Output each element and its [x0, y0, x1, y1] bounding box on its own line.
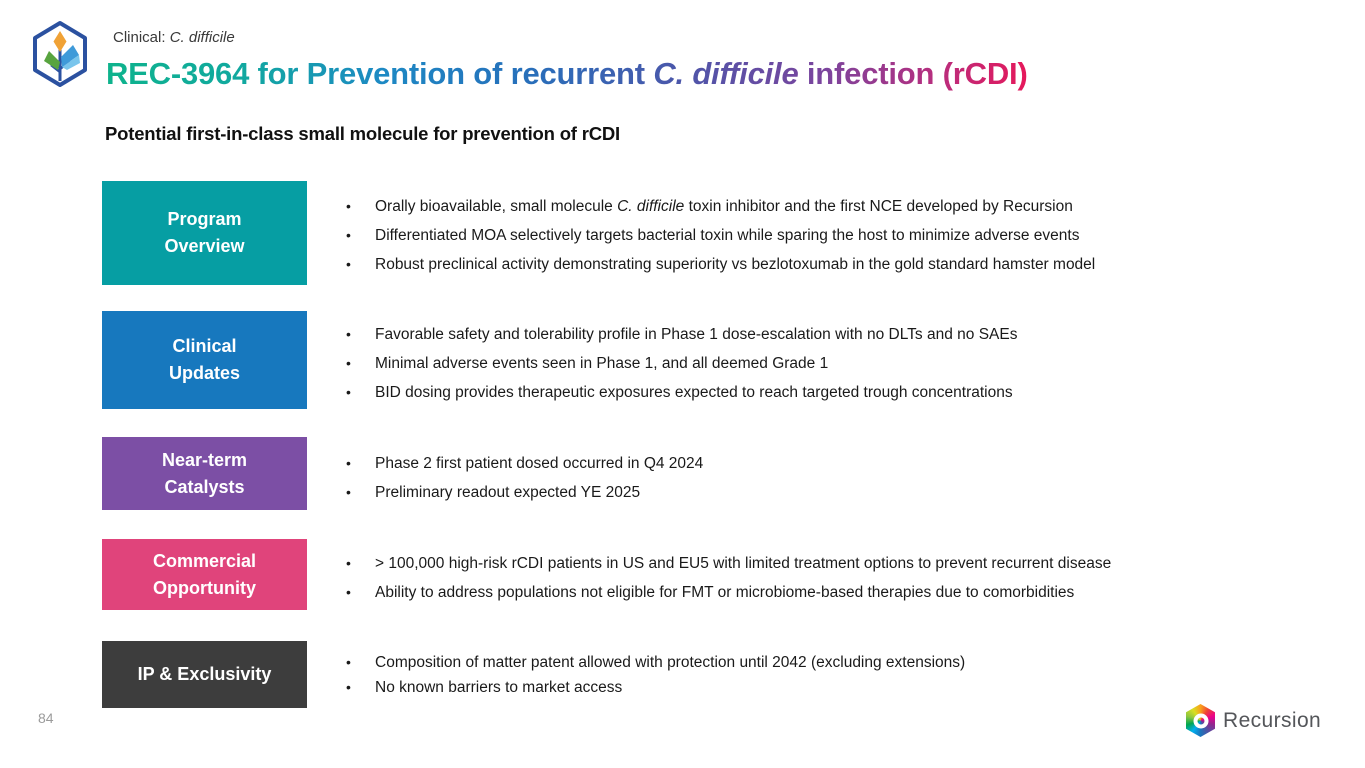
title-part1: REC-3964 for Prevention of recurrent — [106, 56, 654, 91]
bullet-item: Ability to address populations not eligi… — [332, 578, 1111, 607]
section-label-ip-exclusivity: IP & Exclusivity — [102, 641, 307, 708]
section-label-commercial-opportunity: Commercial Opportunity — [102, 539, 307, 610]
bullet-list-ip-exclusivity: Composition of matter patent allowed wit… — [332, 650, 965, 700]
bullet-item: Minimal adverse events seen in Phase 1, … — [332, 349, 1017, 378]
bullet-list-commercial-opportunity: > 100,000 high-risk rCDI patients in US … — [332, 549, 1111, 607]
bullet-item: Preliminary readout expected YE 2025 — [332, 478, 703, 507]
bullet-list-program-overview: Orally bioavailable, small molecule C. d… — [332, 192, 1095, 279]
recursion-logo: Recursion — [1186, 704, 1321, 737]
eyebrow-label: Clinical: C. difficile — [113, 29, 235, 46]
bullet-list-clinical-updates: Favorable safety and tolerability profil… — [332, 320, 1017, 407]
label-line: Program — [167, 209, 242, 229]
title-italic: C. difficile — [653, 56, 799, 91]
bullet-item: Favorable safety and tolerability profil… — [332, 320, 1017, 349]
section-label-clinical-updates: Clinical Updates — [102, 311, 307, 409]
label-line: Commercial — [152, 550, 257, 571]
label-line: Updates — [168, 363, 240, 383]
label-line: Near-term — [161, 449, 248, 470]
bullet-item: > 100,000 high-risk rCDI patients in US … — [332, 549, 1111, 578]
bullet-item: Robust preclinical activity demonstratin… — [332, 250, 1095, 279]
plant-hexagon-logo — [33, 21, 87, 87]
section-label-near-term-catalysts: Near-term Catalysts — [102, 437, 307, 510]
bullet-item: BID dosing provides therapeutic exposure… — [332, 378, 1017, 407]
recursion-ring — [1193, 713, 1208, 728]
slide-subtitle: Potential first-in-class small molecule … — [105, 123, 620, 144]
bullet-item: Phase 2 first patient dosed occurred in … — [332, 449, 703, 478]
label-line: Overview — [164, 236, 245, 256]
label-line: Catalysts — [164, 476, 245, 497]
bullet-item: Composition of matter patent allowed wit… — [332, 650, 965, 675]
bullet-item: No known barriers to market access — [332, 675, 965, 700]
recursion-wordmark: Recursion — [1223, 708, 1322, 732]
bullet-item: Orally bioavailable, small molecule C. d… — [332, 192, 1095, 221]
section-label-program-overview: Program Overview — [102, 181, 307, 285]
recursion-hexagon-icon — [1186, 704, 1215, 737]
label-line: IP & Exclusivity — [137, 664, 272, 684]
label-line: Opportunity — [153, 577, 256, 598]
slide-title: REC-3964 for Prevention of recurrent C. … — [106, 56, 1028, 92]
label-line: Clinical — [172, 336, 237, 356]
eyebrow-prefix: Clinical: — [113, 29, 170, 46]
page-number: 84 — [38, 710, 54, 726]
eyebrow-italic: C. difficile — [169, 29, 235, 46]
bullet-item: Differentiated MOA selectively targets b… — [332, 221, 1095, 250]
title-part2: infection (rCDI) — [798, 56, 1028, 91]
bullet-list-near-term-catalysts: Phase 2 first patient dosed occurred in … — [332, 449, 703, 507]
